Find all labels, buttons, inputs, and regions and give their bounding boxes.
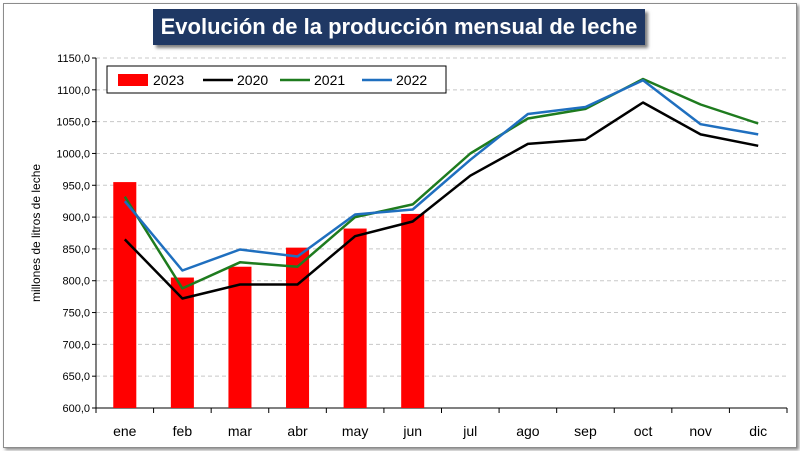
y-axis-label: millones de litros de leche [29, 164, 43, 302]
legend: 2023 2020 2021 2022 [106, 65, 447, 94]
x-tick-label-abr: abr [287, 423, 308, 439]
x-tick-label-dic: dic [749, 423, 767, 439]
x-tick-label-may: may [342, 423, 368, 439]
legend-swatch-2023 [118, 74, 148, 86]
line-series-2020 [123, 101, 759, 300]
y-tick-label: 650,0 [62, 371, 90, 383]
bar-2023-may [343, 228, 367, 408]
y-tick-label: 600,0 [62, 403, 90, 415]
x-tick-labels: ene feb mar abr may jun jul ago sep oct nov dic [113, 423, 767, 439]
y-tick-label: 950,0 [62, 180, 90, 192]
legend-label-2023: 2023 [153, 72, 184, 88]
legend-label-2021: 2021 [314, 72, 345, 88]
y-tick-label: 1050,0 [56, 117, 90, 129]
chart-title: Evolución de la producción mensual de le… [160, 14, 638, 39]
x-tick-label-nov: nov [689, 423, 712, 439]
y-tick-label: 800,0 [62, 276, 90, 288]
x-tick-label-jul: jul [462, 423, 477, 439]
legend-label-2022: 2022 [396, 72, 427, 88]
legend-label-2020: 2020 [237, 72, 268, 88]
y-tick-labels: 600,0 650,0 700,0 750,0 800,0 850,0 900,0 950,0… [56, 53, 90, 415]
x-tick-label-ene: ene [113, 423, 137, 439]
x-tick-label-jun: jun [402, 423, 422, 439]
x-tick-label-sep: sep [574, 423, 597, 439]
y-tick-label: 850,0 [62, 244, 90, 256]
y-tick-label: 1150,0 [57, 53, 90, 65]
bar-2023-abr [286, 247, 310, 408]
series-lines [123, 77, 759, 300]
bar-2023-jun [401, 213, 425, 408]
chart-title-box: Evolución de la producción mensual de le… [153, 9, 645, 45]
y-tick-label: 750,0 [62, 308, 90, 320]
bar-2023-feb [170, 277, 194, 408]
y-tick-label: 1100,0 [57, 85, 90, 97]
x-tick-label-oct: oct [634, 423, 653, 439]
x-tick-label-feb: feb [173, 423, 193, 439]
axes [92, 57, 788, 413]
y-tick-label: 900,0 [62, 212, 90, 224]
line-series-2021 [123, 77, 759, 290]
line-series-2022 [123, 79, 759, 272]
bars-2023 [113, 182, 425, 408]
y-tick-label: 700,0 [62, 339, 90, 351]
y-tick-label: 1000,0 [56, 148, 90, 160]
grid-lines [96, 57, 787, 377]
x-tick-label-ago: ago [516, 423, 540, 439]
bar-2023-ene [113, 182, 137, 408]
bar-2023-mar [228, 266, 252, 408]
x-tick-label-mar: mar [228, 423, 252, 439]
